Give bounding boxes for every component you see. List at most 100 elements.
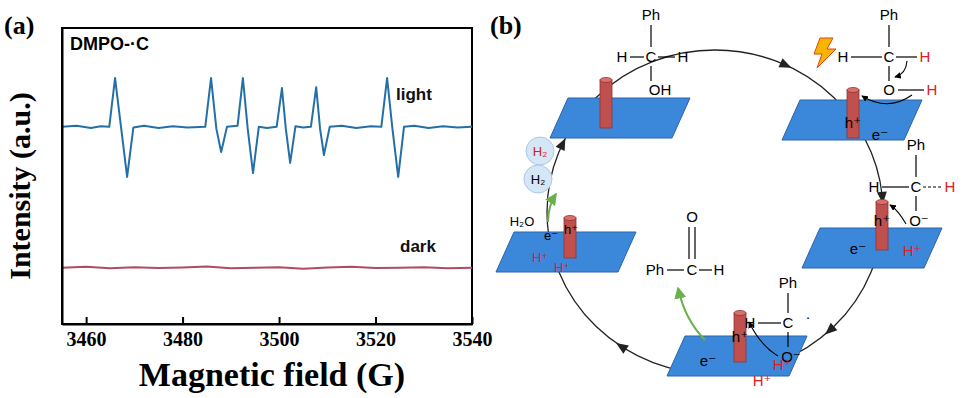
diagram-label: OH	[649, 81, 672, 98]
x-tick-mark	[182, 317, 184, 324]
y-axis-line	[62, 29, 64, 325]
cocatalyst-top	[847, 88, 859, 93]
bond	[630, 56, 644, 57]
diagram-label: Ph	[907, 136, 925, 153]
x-tick-label: 3540	[453, 328, 493, 350]
bond	[898, 89, 924, 90]
figure: 3460 3480 3500 3520 3540 (a) DMPO-·C Magnetic f…	[0, 0, 974, 398]
diagram-label: C	[783, 314, 794, 331]
diagram-label: H₂	[531, 172, 545, 187]
electron-arrow	[678, 288, 705, 340]
bond	[915, 155, 916, 177]
diagram-label: H⁺	[903, 242, 922, 259]
x-tick-label: 3500	[260, 328, 300, 350]
diagram-label: Ph	[779, 274, 797, 291]
x-tick: 3520	[356, 317, 396, 350]
diagram-label: O	[883, 81, 895, 98]
diagram-label: H	[838, 48, 849, 65]
bond	[851, 56, 882, 57]
diagram-label: H₂O	[510, 214, 535, 229]
diagram-label: h⁺	[564, 222, 578, 237]
diagram-label: H⁺	[532, 250, 548, 265]
plot-area	[62, 78, 472, 269]
x-tick-label: 3480	[163, 328, 203, 350]
bond	[882, 186, 909, 187]
bond	[787, 293, 788, 313]
diagram-label: C	[687, 261, 698, 278]
diagram-label: H	[945, 178, 956, 195]
series-line	[62, 78, 472, 177]
diagram-label: C	[646, 48, 657, 65]
diagram-label: H⁺	[554, 260, 570, 275]
x-tick-label: 3520	[356, 328, 396, 350]
diagram-label: h⁺	[732, 328, 748, 345]
diagram-label: H	[927, 81, 938, 98]
x-tick-mark	[279, 317, 281, 324]
x-axis-title: Magnetic field (G)	[139, 356, 405, 394]
y-axis	[62, 29, 63, 325]
bond	[758, 322, 781, 323]
cycle-arrow	[778, 58, 793, 72]
diagram-label: O⁻	[909, 212, 929, 229]
diagram-label: H	[869, 178, 880, 195]
cocatalyst-top	[564, 216, 576, 221]
x-tick: 3500	[260, 317, 300, 350]
x-tick: 3460	[67, 317, 107, 350]
x-tick-label: 3460	[67, 328, 107, 350]
y-axis-title: Intensity (a.u.)	[3, 92, 37, 280]
chart-title: DMPO-·C	[70, 34, 149, 54]
diagram-label: H⁺	[773, 356, 792, 373]
bond	[650, 66, 651, 81]
cocatalyst-rod	[600, 80, 612, 128]
diagram-label: H₂	[533, 144, 547, 159]
diagram-label: H	[920, 48, 931, 65]
x-tick-mark	[86, 317, 88, 324]
diagram-label: H	[617, 48, 628, 65]
mechanism-diagram: (b)PhHCHOHPhHCHOHh⁺e⁻PhHCHO⁻h⁺e⁻H⁺PhHC·O…	[490, 6, 955, 389]
x-tick-mark	[472, 317, 474, 324]
panel-label: (b)	[490, 11, 522, 40]
diagram-label: e⁻	[544, 228, 558, 243]
bond	[787, 332, 788, 347]
electron-arrow	[890, 205, 906, 224]
x-tick: 3540	[453, 317, 493, 350]
cycle-path	[547, 50, 883, 374]
diagram-label: e⁻	[850, 240, 866, 257]
catalyst-plate	[550, 98, 690, 138]
diagram-label: C	[884, 48, 895, 65]
bond	[888, 66, 889, 81]
series-line	[62, 267, 472, 269]
diagram-label: ·	[806, 308, 811, 325]
series-label: dark	[400, 237, 436, 256]
catalyst-plate	[802, 228, 942, 268]
diagram-label: Ph	[642, 6, 660, 23]
bond	[658, 56, 675, 57]
panel-label: (a)	[4, 11, 34, 40]
bond	[915, 196, 916, 211]
series-label: light	[396, 85, 432, 104]
h2-bubble	[524, 165, 552, 193]
diagram-label: H	[714, 261, 725, 278]
cycle-arrow	[613, 339, 629, 354]
bond	[667, 269, 684, 270]
bond	[650, 25, 651, 47]
diagram-label: h⁺	[845, 114, 861, 131]
diagram-label: e⁻	[700, 352, 716, 369]
electron-arrow	[548, 194, 556, 222]
plot-frame	[62, 28, 472, 324]
cocatalyst-top	[876, 200, 888, 205]
bond	[896, 56, 917, 57]
cycle-arrow	[822, 323, 838, 338]
diagram-label: Ph	[646, 261, 664, 278]
x-tick-mark	[375, 317, 377, 324]
x-axis-line	[63, 324, 473, 326]
diagram-label: C	[911, 178, 922, 195]
diagram-label: Ph	[880, 6, 898, 23]
bond	[888, 25, 889, 47]
x-axis: 3460 3480 3500 3520 3540	[63, 317, 493, 350]
bond	[923, 186, 942, 187]
bond	[694, 227, 695, 259]
electron-arrow	[895, 61, 907, 77]
bond	[688, 227, 689, 259]
bond	[699, 269, 712, 270]
